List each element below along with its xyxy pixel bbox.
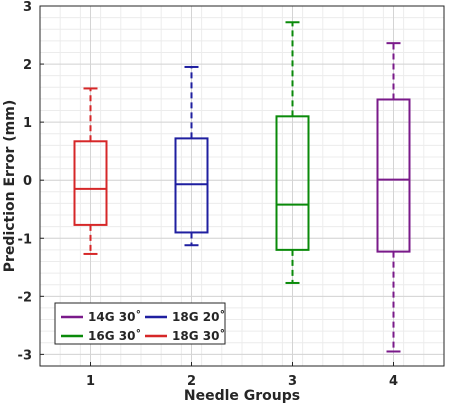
x-tick-label: 1 — [86, 374, 95, 389]
legend-label: 14G 30˚ — [88, 309, 141, 324]
x-tick-label: 3 — [288, 374, 297, 389]
x-axis-ticks: 1 2 3 4 — [86, 362, 398, 389]
box-4 — [376, 42, 411, 353]
x-tick-label: 2 — [187, 374, 196, 389]
legend: 14G 30˚ 18G 20˚ 16G 30˚ 18G 30˚ — [54, 302, 226, 345]
legend-label: 16G 30˚ — [88, 328, 141, 343]
y-tick-label: -3 — [18, 348, 32, 363]
box-iqr — [376, 98, 411, 253]
y-tick-label: -2 — [18, 290, 32, 305]
legend-label: 18G 30˚ — [172, 328, 225, 343]
box-iqr — [275, 115, 310, 251]
y-tick-label: 0 — [23, 174, 32, 189]
x-axis-label: Needle Groups — [184, 388, 300, 404]
plot-frame — [39, 5, 445, 367]
legend-item: 18G 20˚ — [145, 309, 225, 324]
legend-item: 18G 30˚ — [145, 328, 225, 343]
box-iqr — [73, 140, 108, 226]
y-tick-label: 3 — [23, 0, 32, 15]
y-axis-ticks: -3 -2 -1 0 1 2 3 — [18, 0, 44, 363]
box-series — [73, 21, 411, 353]
box-1 — [73, 87, 108, 255]
box-3 — [275, 21, 310, 284]
y-axis-label: Prediction Error (mm) — [2, 100, 18, 272]
y-tick-label: 1 — [23, 116, 32, 131]
box-iqr — [174, 137, 209, 234]
box-2 — [174, 65, 209, 247]
y-tick-label: 2 — [23, 58, 32, 73]
legend-label: 18G 20˚ — [172, 309, 225, 324]
x-tick-label: 4 — [389, 374, 398, 389]
y-tick-label: -1 — [18, 232, 32, 247]
legend-item: 14G 30˚ — [61, 309, 141, 324]
legend-box — [54, 302, 226, 345]
legend-item: 16G 30˚ — [61, 328, 141, 343]
